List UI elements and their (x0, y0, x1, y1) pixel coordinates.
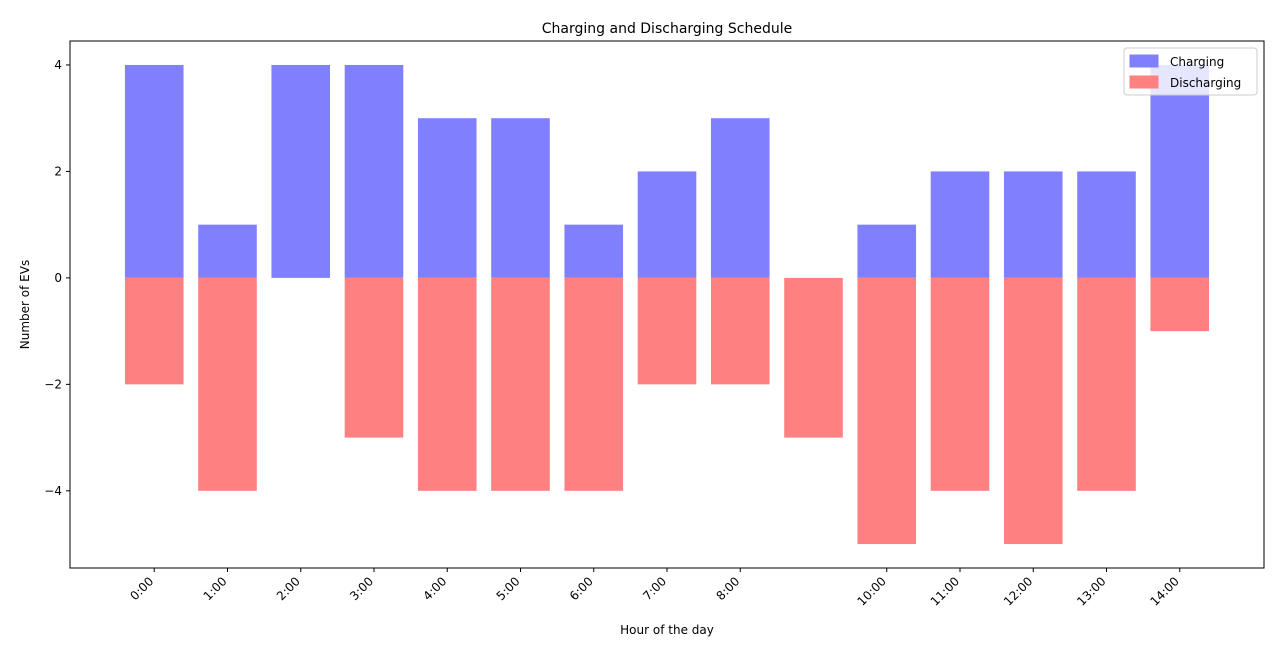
x-tick-label: 13:00 (1074, 574, 1108, 608)
charging-bar-3 (344, 64, 404, 278)
charging-bar-0 (124, 64, 184, 278)
discharging-bar-11 (930, 277, 990, 491)
x-tick-label: 10:00 (855, 574, 889, 608)
charging-bar-1 (198, 224, 257, 278)
discharging-bar-12 (1003, 277, 1063, 545)
x-tick-label: 6:00 (567, 574, 596, 603)
charging-bar-4 (417, 118, 477, 278)
charging-bar-12 (1003, 171, 1063, 278)
discharging-bar-3 (344, 277, 404, 438)
x-tick-label: 1:00 (201, 574, 230, 603)
charging-bar-10 (857, 224, 917, 278)
x-axis-label: Hour of the day (620, 623, 714, 637)
y-axis: −4 −2 0 2 4 (44, 58, 70, 498)
legend: Charging Discharging (1123, 47, 1258, 96)
charging-legend-swatch (1129, 54, 1159, 68)
charging-bar-2 (271, 64, 331, 278)
x-tick-label: 0:00 (127, 574, 156, 603)
x-tick-label: 14:00 (1148, 574, 1182, 608)
discharging-bar-1 (198, 277, 257, 491)
discharging-bar-0 (124, 277, 184, 385)
x-tick-label: 5:00 (494, 574, 523, 603)
discharging-bar-4 (417, 277, 477, 491)
bars-group (124, 64, 1210, 545)
discharging-bar-6 (564, 277, 624, 491)
x-axis: 0:00 1:00 2:00 3:00 4:00 5:00 6:00 7:00 8:00 10:0… (127, 568, 1182, 609)
y-tick-label: −4 (44, 484, 62, 498)
charging-legend-label: Charging (1170, 55, 1224, 69)
x-tick-label: 11:00 (928, 574, 962, 608)
discharging-legend-swatch (1129, 75, 1159, 89)
x-tick-label: 12:00 (1001, 574, 1035, 608)
y-tick-label: 2 (54, 164, 62, 178)
charging-bar-11 (930, 171, 990, 278)
charging-bar-14 (1150, 64, 1210, 278)
discharging-bar-8 (710, 277, 770, 385)
x-tick-label: 8:00 (713, 574, 742, 603)
chart-title: Charging and Discharging Schedule (542, 21, 792, 37)
x-tick-label: 4:00 (420, 574, 449, 603)
charging-bar-5 (491, 118, 550, 278)
discharging-bar-13 (1077, 277, 1136, 491)
discharging-bar-10 (857, 277, 917, 545)
y-axis-label: Number of EVs (18, 260, 32, 349)
x-tick-label: 2:00 (274, 574, 303, 603)
discharging-bar-14 (1150, 277, 1210, 332)
discharging-bar-9 (784, 277, 843, 438)
x-tick-label: 7:00 (640, 574, 669, 603)
charging-bar-7 (637, 171, 697, 278)
discharging-legend-label: Discharging (1170, 76, 1241, 90)
charging-bar-8 (710, 118, 770, 278)
discharging-bar-7 (637, 277, 697, 385)
x-tick-label: 3:00 (347, 574, 376, 603)
y-tick-label: 0 (54, 271, 62, 285)
y-tick-label: 4 (54, 58, 62, 72)
discharging-bar-5 (491, 277, 550, 491)
charging-bar-13 (1077, 171, 1136, 278)
charging-bar-6 (564, 224, 624, 278)
y-tick-label: −2 (44, 377, 62, 391)
